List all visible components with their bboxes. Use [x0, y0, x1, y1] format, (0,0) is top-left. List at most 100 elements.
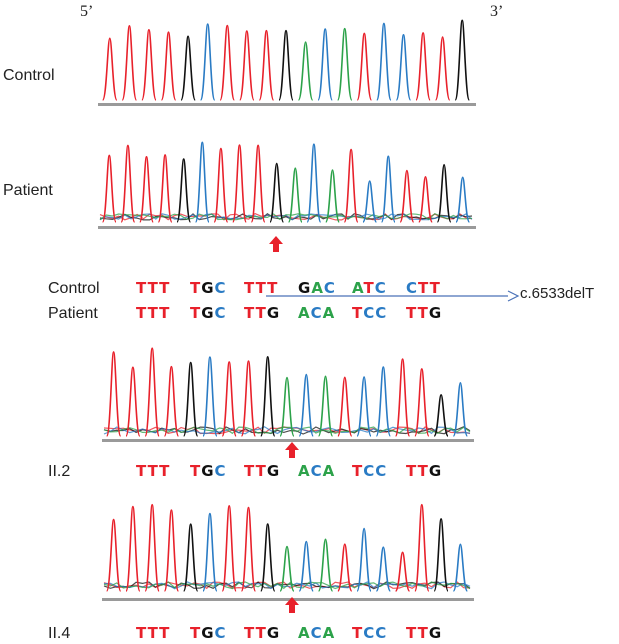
comparison-label-control: Control [48, 280, 100, 297]
trace-peak [194, 141, 210, 223]
codon-base: A [311, 279, 324, 297]
trace-peak [160, 31, 177, 101]
trace-peak [317, 28, 333, 101]
codon-base: T [352, 462, 363, 480]
trace-peak [306, 143, 322, 223]
trace-peak [250, 144, 266, 223]
trace-peak [279, 545, 295, 592]
trace-peak [415, 32, 431, 101]
comparison-sequence-patient: TTT TGC TTG ACA TCC TTG [136, 304, 442, 322]
codon: TTG [244, 304, 280, 322]
codon-base: T [136, 304, 148, 322]
codon-base: G [201, 462, 214, 480]
trace-peak [356, 527, 372, 592]
trace-peak [260, 355, 276, 437]
codon-base: C [324, 279, 336, 297]
trace-peak [436, 163, 452, 223]
trace-noise [103, 426, 471, 435]
trace-peak [221, 504, 237, 592]
codon-base: T [352, 304, 363, 322]
codon: TGC [190, 304, 227, 322]
codon: ACA [298, 304, 335, 322]
codon-base: T [418, 462, 429, 480]
trace-peak [418, 175, 433, 223]
codon-base: C [375, 279, 387, 297]
codon-base: C [375, 624, 387, 642]
codon-base: T [418, 304, 429, 322]
codon-base: A [323, 462, 336, 480]
trace-peak [434, 36, 451, 101]
trace-noise [103, 581, 471, 590]
red-up-arrow-icon [285, 597, 299, 613]
trace-peak [356, 376, 372, 437]
codon-base: G [201, 624, 214, 642]
trace-peak [125, 366, 141, 437]
codon-base: T [148, 462, 160, 480]
trace-baseline [98, 226, 476, 229]
codon-base: T [256, 462, 267, 480]
trace-peak [394, 358, 411, 437]
codon-base: C [363, 462, 375, 480]
trace-peak [375, 366, 392, 437]
codon: TGC [190, 462, 227, 480]
codon-base: A [298, 462, 311, 480]
trace-peak [452, 543, 469, 592]
codon-base: T [256, 624, 267, 642]
codon-base: A [323, 304, 336, 322]
codon-base: C [375, 462, 387, 480]
trace-peak [199, 23, 216, 101]
codon: ACA [298, 462, 335, 480]
trace-peak [395, 33, 412, 101]
codon-base: G [429, 462, 442, 480]
trace-peak [433, 393, 449, 437]
codon: TTG [406, 462, 442, 480]
mutation-arrow-ii4 [285, 597, 299, 613]
trace-peak [260, 523, 276, 592]
trace-peak [454, 19, 471, 101]
codon: TTG [244, 462, 280, 480]
red-up-arrow-icon [285, 442, 299, 458]
codon: TTG [406, 304, 442, 322]
codon-base: T [190, 279, 201, 297]
codon-base: T [406, 462, 418, 480]
sequence-ii2: TTT TGC TTG ACA TCC TTG [136, 462, 442, 480]
codon-base: G [201, 304, 214, 322]
trace-peak [202, 356, 218, 437]
codon-base: T [406, 304, 418, 322]
codon: TTT [136, 624, 170, 642]
trace-peak [144, 503, 160, 592]
codon-base: G [201, 279, 214, 297]
codon-base: G [298, 279, 311, 297]
trace-peak [380, 155, 396, 223]
codon-base: T [267, 279, 278, 297]
codon-base: G [429, 624, 442, 642]
trace-noise [99, 212, 473, 221]
codon: TGC [190, 624, 227, 642]
trace-peak [343, 148, 359, 223]
codon-base: A [352, 279, 364, 297]
codon: TTG [406, 624, 442, 642]
comparison-sequence-control: TTT TGC TTT GAC ATC CTT [136, 279, 441, 297]
codon: GAC [298, 279, 336, 297]
codon-base: T [190, 624, 201, 642]
trace-peak [180, 35, 196, 101]
trace-peak [298, 540, 314, 592]
trace-peak [287, 167, 303, 223]
codon-base: T [159, 304, 170, 322]
codon-base: C [215, 624, 227, 642]
codon-base: T [363, 279, 374, 297]
trace-peak [101, 154, 117, 223]
chromatogram-patient [98, 141, 476, 229]
codon-base: T [430, 279, 441, 297]
trace-peak [414, 368, 430, 437]
codon-base: C [406, 279, 418, 297]
codon-base: T [244, 624, 256, 642]
codon: TCC [352, 304, 387, 322]
codon-base: T [148, 624, 160, 642]
codon: TCC [352, 624, 387, 642]
trace-peak [239, 30, 255, 101]
three-prime-label: 3’ [490, 3, 503, 20]
panel-label-ii4: II.4 [48, 625, 70, 642]
codon-base: T [159, 279, 170, 297]
